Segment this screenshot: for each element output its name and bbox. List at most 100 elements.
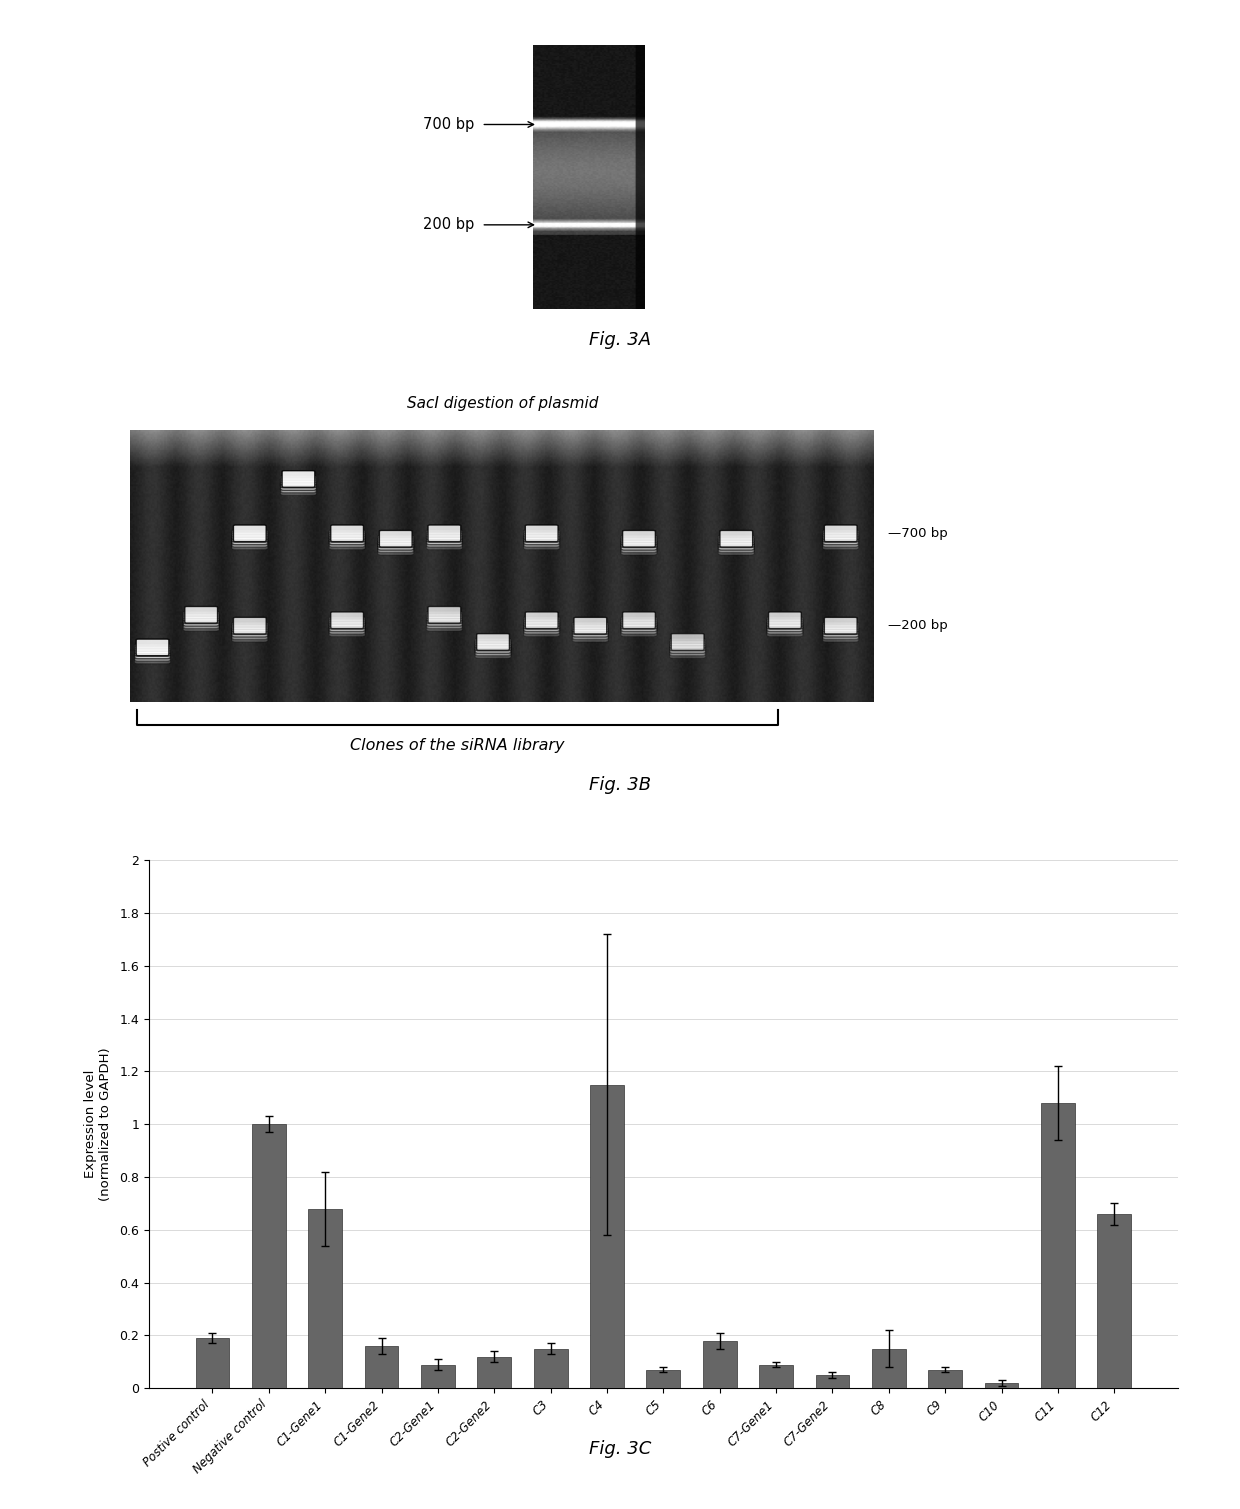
FancyBboxPatch shape [670,646,706,650]
FancyBboxPatch shape [280,490,316,495]
FancyBboxPatch shape [823,625,858,629]
FancyBboxPatch shape [621,543,657,548]
FancyBboxPatch shape [232,542,268,548]
FancyBboxPatch shape [718,545,754,549]
FancyBboxPatch shape [185,607,217,623]
FancyBboxPatch shape [670,650,706,656]
FancyBboxPatch shape [378,540,414,545]
FancyBboxPatch shape [135,653,170,658]
FancyBboxPatch shape [280,475,316,480]
FancyBboxPatch shape [135,644,170,649]
FancyBboxPatch shape [670,643,706,649]
Bar [1097,1213,1131,1388]
FancyBboxPatch shape [232,632,268,637]
FancyBboxPatch shape [671,634,704,650]
FancyBboxPatch shape [232,622,268,628]
Text: SacI digestion of plasmid: SacI digestion of plasmid [407,397,598,410]
FancyBboxPatch shape [232,540,268,545]
Bar [985,1382,1018,1388]
FancyBboxPatch shape [621,540,657,545]
FancyBboxPatch shape [523,545,559,549]
FancyBboxPatch shape [330,625,365,629]
FancyBboxPatch shape [330,622,365,626]
FancyBboxPatch shape [523,533,559,537]
FancyBboxPatch shape [427,623,463,629]
FancyBboxPatch shape [823,622,858,628]
FancyBboxPatch shape [427,540,463,545]
FancyBboxPatch shape [428,607,461,623]
FancyBboxPatch shape [232,533,268,537]
FancyBboxPatch shape [135,646,170,652]
FancyBboxPatch shape [232,629,268,634]
FancyBboxPatch shape [232,537,268,542]
FancyBboxPatch shape [573,625,608,629]
FancyBboxPatch shape [330,542,365,548]
Text: —200 bp: —200 bp [888,619,947,632]
FancyBboxPatch shape [621,629,657,634]
FancyBboxPatch shape [280,483,316,487]
FancyBboxPatch shape [768,619,802,625]
Text: Clones of the siRNA library: Clones of the siRNA library [351,738,564,753]
FancyBboxPatch shape [823,533,858,537]
FancyBboxPatch shape [184,614,219,619]
FancyBboxPatch shape [184,622,219,626]
Bar [365,1346,398,1388]
FancyBboxPatch shape [232,628,268,632]
FancyBboxPatch shape [135,656,170,661]
Text: 700 bp: 700 bp [423,118,474,131]
FancyBboxPatch shape [523,629,559,634]
FancyBboxPatch shape [523,537,559,542]
FancyBboxPatch shape [718,540,754,545]
FancyBboxPatch shape [427,626,463,631]
FancyBboxPatch shape [330,540,365,545]
FancyBboxPatch shape [523,626,559,631]
FancyBboxPatch shape [621,545,657,549]
Bar [646,1370,681,1388]
FancyBboxPatch shape [526,613,558,628]
Bar [872,1349,905,1388]
FancyBboxPatch shape [768,632,802,637]
FancyBboxPatch shape [232,637,268,641]
FancyBboxPatch shape [475,646,511,650]
FancyBboxPatch shape [718,537,754,543]
FancyBboxPatch shape [670,653,706,658]
FancyBboxPatch shape [622,613,656,628]
FancyBboxPatch shape [232,534,268,540]
FancyBboxPatch shape [523,619,559,625]
FancyBboxPatch shape [330,629,365,634]
FancyBboxPatch shape [718,551,754,555]
FancyBboxPatch shape [427,616,463,622]
FancyBboxPatch shape [184,626,219,631]
FancyBboxPatch shape [232,530,268,534]
FancyBboxPatch shape [621,632,657,637]
FancyBboxPatch shape [526,525,558,542]
FancyBboxPatch shape [427,542,463,548]
Text: —700 bp: —700 bp [888,527,947,540]
Text: Fig. 3A: Fig. 3A [589,330,651,349]
FancyBboxPatch shape [670,641,706,646]
FancyBboxPatch shape [331,525,363,542]
FancyBboxPatch shape [330,533,365,537]
FancyBboxPatch shape [823,629,858,634]
Bar [759,1364,794,1388]
Bar [422,1364,455,1388]
FancyBboxPatch shape [523,540,559,545]
FancyBboxPatch shape [427,619,463,623]
FancyBboxPatch shape [823,540,858,545]
FancyBboxPatch shape [281,471,315,487]
FancyBboxPatch shape [825,525,857,542]
FancyBboxPatch shape [621,551,657,555]
FancyBboxPatch shape [330,537,365,542]
FancyBboxPatch shape [621,626,657,631]
Bar [309,1209,342,1388]
FancyBboxPatch shape [720,531,753,546]
FancyBboxPatch shape [330,530,365,534]
FancyBboxPatch shape [574,617,606,634]
FancyBboxPatch shape [427,614,463,619]
FancyBboxPatch shape [475,641,511,646]
FancyBboxPatch shape [475,643,511,649]
FancyBboxPatch shape [280,486,316,490]
Text: Fig. 3B: Fig. 3B [589,776,651,794]
FancyBboxPatch shape [427,622,463,626]
FancyBboxPatch shape [823,628,858,632]
